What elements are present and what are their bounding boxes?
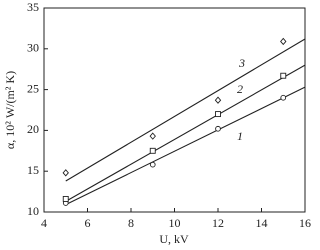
fit-line: [65, 86, 306, 206]
plot-frame: [43, 7, 306, 213]
point: [62, 195, 69, 202]
point: [149, 161, 156, 168]
point: [149, 147, 156, 154]
x-tick-label: 6: [85, 216, 91, 230]
point: [214, 96, 222, 104]
point: [280, 37, 287, 46]
y-axis-label: α, 10² W/(m² K): [3, 71, 17, 149]
y-tick-label: 20: [27, 122, 39, 136]
point: [215, 125, 221, 132]
x-tick-label: 8: [128, 216, 134, 230]
point: [280, 94, 287, 101]
fit-line: [65, 64, 306, 202]
x-tick-label: 10: [169, 216, 181, 230]
fit-line: [65, 38, 306, 182]
x-axis-label: U, kV: [159, 232, 189, 246]
y-tick-label: 15: [27, 163, 39, 177]
x-tick-label: 16: [299, 216, 311, 230]
y-tick-label: 30: [27, 41, 39, 55]
line-label: 1: [237, 129, 243, 143]
x-tick-label: 14: [256, 216, 268, 230]
line-label: 3: [238, 56, 245, 70]
x-tick-label: 4: [41, 216, 47, 230]
x-tick-label: 12: [212, 216, 224, 230]
point: [62, 169, 69, 177]
line-label: 2: [237, 82, 243, 96]
point: [215, 111, 221, 118]
point: [149, 132, 156, 140]
y-tick-label: 35: [27, 0, 39, 14]
y-tick-label: 25: [27, 81, 39, 95]
chart: U, kV α, 10² W/(m² K) 4 6 8 10 12 14 161015202…: [3, 0, 311, 246]
point: [280, 72, 287, 79]
y-tick-label: 10: [27, 204, 39, 218]
